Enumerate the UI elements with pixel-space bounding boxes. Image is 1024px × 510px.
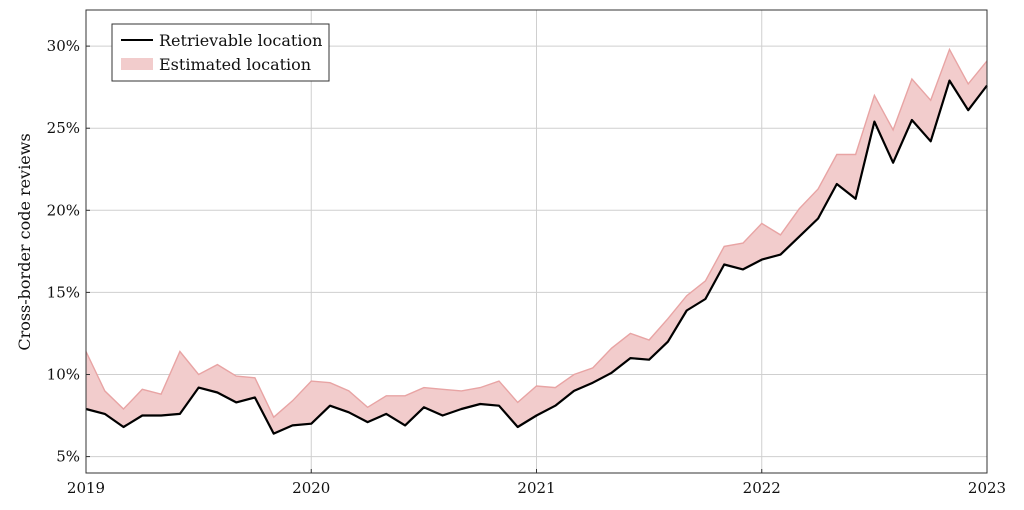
x-tick-label: 2023 bbox=[968, 479, 1006, 497]
line-layer bbox=[85, 79, 988, 435]
y-tick-label: 15% bbox=[47, 283, 80, 301]
y-axis-ticks: 5% 10% 15% 20% 25% 30% bbox=[47, 37, 90, 466]
y-tick-label: 10% bbox=[47, 365, 80, 383]
y-tick-label: 25% bbox=[47, 119, 80, 137]
y-tick-label: 20% bbox=[47, 201, 80, 219]
estimated-location-upper-edge bbox=[85, 47, 988, 419]
y-tick-label: 30% bbox=[47, 37, 80, 55]
legend-label-estimated: Estimated location bbox=[159, 55, 311, 74]
x-tick-label: 2021 bbox=[517, 479, 555, 497]
legend-label-retrievable: Retrievable location bbox=[159, 31, 322, 50]
x-tick-label: 2022 bbox=[743, 479, 781, 497]
x-tick-label: 2019 bbox=[67, 479, 105, 497]
y-axis-title: Cross-border code reviews bbox=[15, 133, 34, 350]
legend-band-swatch bbox=[121, 58, 153, 70]
legend-box bbox=[111, 23, 330, 82]
x-axis-ticks: 2019 2020 2021 2022 2023 bbox=[67, 469, 1006, 497]
x-tick-label: 2020 bbox=[292, 479, 330, 497]
y-tick-label: 5% bbox=[56, 448, 80, 466]
retrievable-location-line bbox=[85, 79, 988, 435]
band-layer bbox=[85, 47, 988, 434]
legend: Retrievable location Estimated location bbox=[111, 23, 330, 82]
estimated-location-band bbox=[86, 49, 987, 434]
